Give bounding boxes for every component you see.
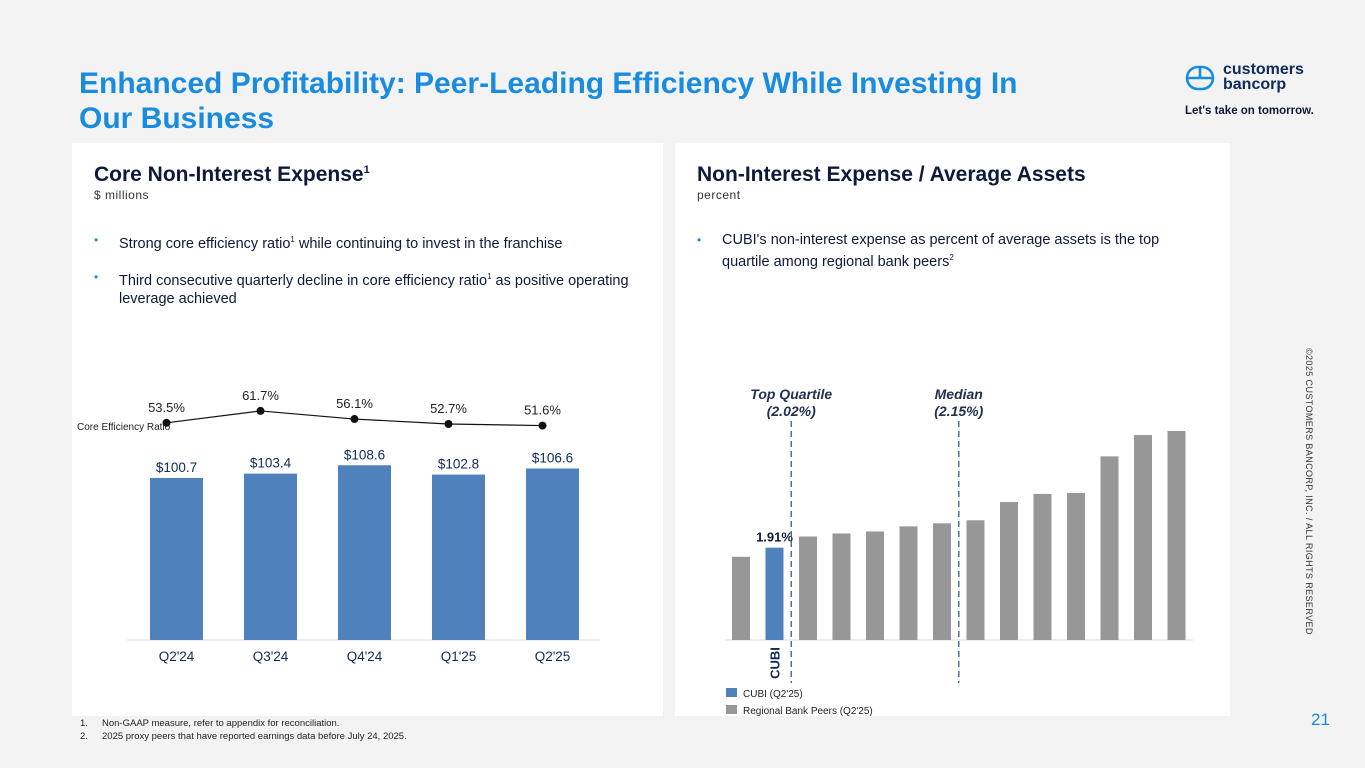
expense-to-assets-chart: CUBI (Q2'25) Regional Bank Peers (Q2'25)… <box>725 386 1193 717</box>
logo-tagline: Let's take on tomorrow. <box>1185 105 1314 117</box>
peer-bar <box>966 520 985 640</box>
efficiency-ratio-point <box>256 406 265 415</box>
bullet-item: CUBI's non-interest expense as percent o… <box>697 231 1187 271</box>
bullet-footnote: 1 <box>290 235 295 244</box>
legend-cubi-label: CUBI (Q2'25) <box>743 689 803 700</box>
bullet-item: Third consecutive quarterly decline in c… <box>94 268 634 308</box>
efficiency-ratio-label: 56.1% <box>336 396 373 411</box>
legend-peers-swatch <box>726 705 737 714</box>
x-tick-label: Q1'25 <box>441 649 477 664</box>
logo-wordmark: customers bancorp <box>1223 61 1318 93</box>
expense-bar <box>432 474 485 640</box>
bar-value-label: $102.8 <box>438 457 479 472</box>
peer-bar <box>1000 502 1018 640</box>
bullet-footnote: 2 <box>949 253 954 262</box>
company-logo: customers bancorp Let's take on tomorrow… <box>1185 62 1335 122</box>
peer-bar <box>1134 435 1152 640</box>
bullet-item: Strong core efficiency ratio1 while cont… <box>94 231 634 253</box>
peer-bar <box>1033 493 1052 640</box>
page-number: 21 <box>1311 710 1330 729</box>
bullet-text: Third consecutive quarterly decline in c… <box>119 272 488 289</box>
efficiency-ratio-label: 52.7% <box>430 401 467 416</box>
x-tick-label: Q3'24 <box>253 649 289 664</box>
cubi-value-label: 1.91% <box>756 530 793 545</box>
legend-cubi-swatch <box>726 688 737 697</box>
page-title: Enhanced Profitability: Peer-Leading Eff… <box>79 67 1018 135</box>
core-expense-title: Core Non-Interest Expense1 <box>94 163 370 187</box>
x-tick-label: Q2'25 <box>535 649 571 664</box>
efficiency-ratio-point <box>538 421 547 430</box>
core-expense-title-footnote: 1 <box>363 164 370 176</box>
footnote-item: 1. Non-GAAP measure, refer to appendix fo… <box>80 718 407 731</box>
annotation-label: Top Quartile <box>750 386 832 402</box>
footnote-text: Non-GAAP measure, refer to appendix for … <box>102 718 340 729</box>
annotation-label: Median <box>935 386 983 402</box>
bullet-text: as positive operating leverage achieved <box>119 272 629 307</box>
bar-value-label: $106.6 <box>532 450 573 465</box>
bullet-text: CUBI's non-interest expense as percent o… <box>722 232 1160 270</box>
core-expense-title-text: Core Non-Interest Expense <box>94 163 364 186</box>
peer-bar <box>832 533 851 640</box>
footnote-item: 2. 2025 proxy peers that have reported ea… <box>80 731 407 744</box>
expense-to-assets-title: Non-Interest Expense / Average Assets <box>697 163 1086 186</box>
expense-to-assets-panel: Non-Interest Expense / Average Assets pe… <box>675 143 1230 717</box>
peer-bar <box>933 523 951 640</box>
footnote-number: 1. <box>80 718 88 729</box>
logo-name-text: customers bancorp <box>1223 61 1304 93</box>
expense-bar <box>150 477 203 640</box>
expense-to-assets-bullets: CUBI's non-interest expense as percent o… <box>697 231 1187 286</box>
copyright-notice: ©2025 CUSTOMERS BANCORP, INC. / ALL RIGH… <box>1304 348 1314 635</box>
footnote-text: 2025 proxy peers that have reported earn… <box>102 730 407 742</box>
core-expense-subtitle: $ millions <box>94 188 150 202</box>
x-tick-label: Q2'24 <box>159 649 195 664</box>
footnote-number: 2. <box>80 730 88 742</box>
expense-bar <box>526 468 579 640</box>
core-expense-chart: Core Efficiency Ratio $100.7 Q2'24 $103.4 Q… <box>77 388 600 664</box>
footnotes: 1. Non-GAAP measure, refer to appendix fo… <box>80 718 407 743</box>
peer-bar <box>1067 492 1085 640</box>
peer-bar <box>1167 431 1186 640</box>
bar-value-label: $100.7 <box>156 460 197 475</box>
expense-to-assets-subtitle: percent <box>697 188 741 202</box>
peer-bar <box>799 536 817 640</box>
efficiency-ratio-label: 51.6% <box>524 403 561 418</box>
bancorp-logo-icon <box>1185 65 1215 91</box>
bar-value-label: $103.4 <box>250 456 292 471</box>
peer-bar <box>1100 456 1119 640</box>
efficiency-ratio-point <box>444 419 453 428</box>
peer-bar <box>732 556 750 640</box>
expense-bar <box>338 465 391 640</box>
annotation-value: (2.02%) <box>767 403 816 419</box>
efficiency-ratio-point <box>350 415 359 424</box>
legend-peers-label: Regional Bank Peers (Q2'25) <box>743 706 873 717</box>
core-expense-bullets: Strong core efficiency ratio1 while cont… <box>94 231 634 323</box>
bar-value-label: $108.6 <box>344 447 385 462</box>
peer-bar <box>899 526 918 640</box>
core-expense-panel: Core Non-Interest Expense1 $ millions St… <box>72 143 663 716</box>
x-tick-label: Q4'24 <box>347 649 383 664</box>
cubi-category-label: CUBI <box>768 647 783 679</box>
annotation-value: (2.15%) <box>934 403 983 419</box>
efficiency-ratio-label: 61.7% <box>242 388 279 403</box>
expense-bar <box>244 473 297 640</box>
bullet-footnote: 1 <box>487 271 492 281</box>
efficiency-ratio-label: Core Efficiency Ratio <box>77 422 171 433</box>
cubi-bar <box>765 547 784 640</box>
bullet-text: while continuing to invest in the franch… <box>294 235 563 252</box>
efficiency-ratio-point <box>162 418 171 427</box>
efficiency-ratio-label: 53.5% <box>148 400 185 415</box>
peer-bar <box>866 531 884 640</box>
bullet-text: Strong core efficiency ratio <box>119 235 291 252</box>
